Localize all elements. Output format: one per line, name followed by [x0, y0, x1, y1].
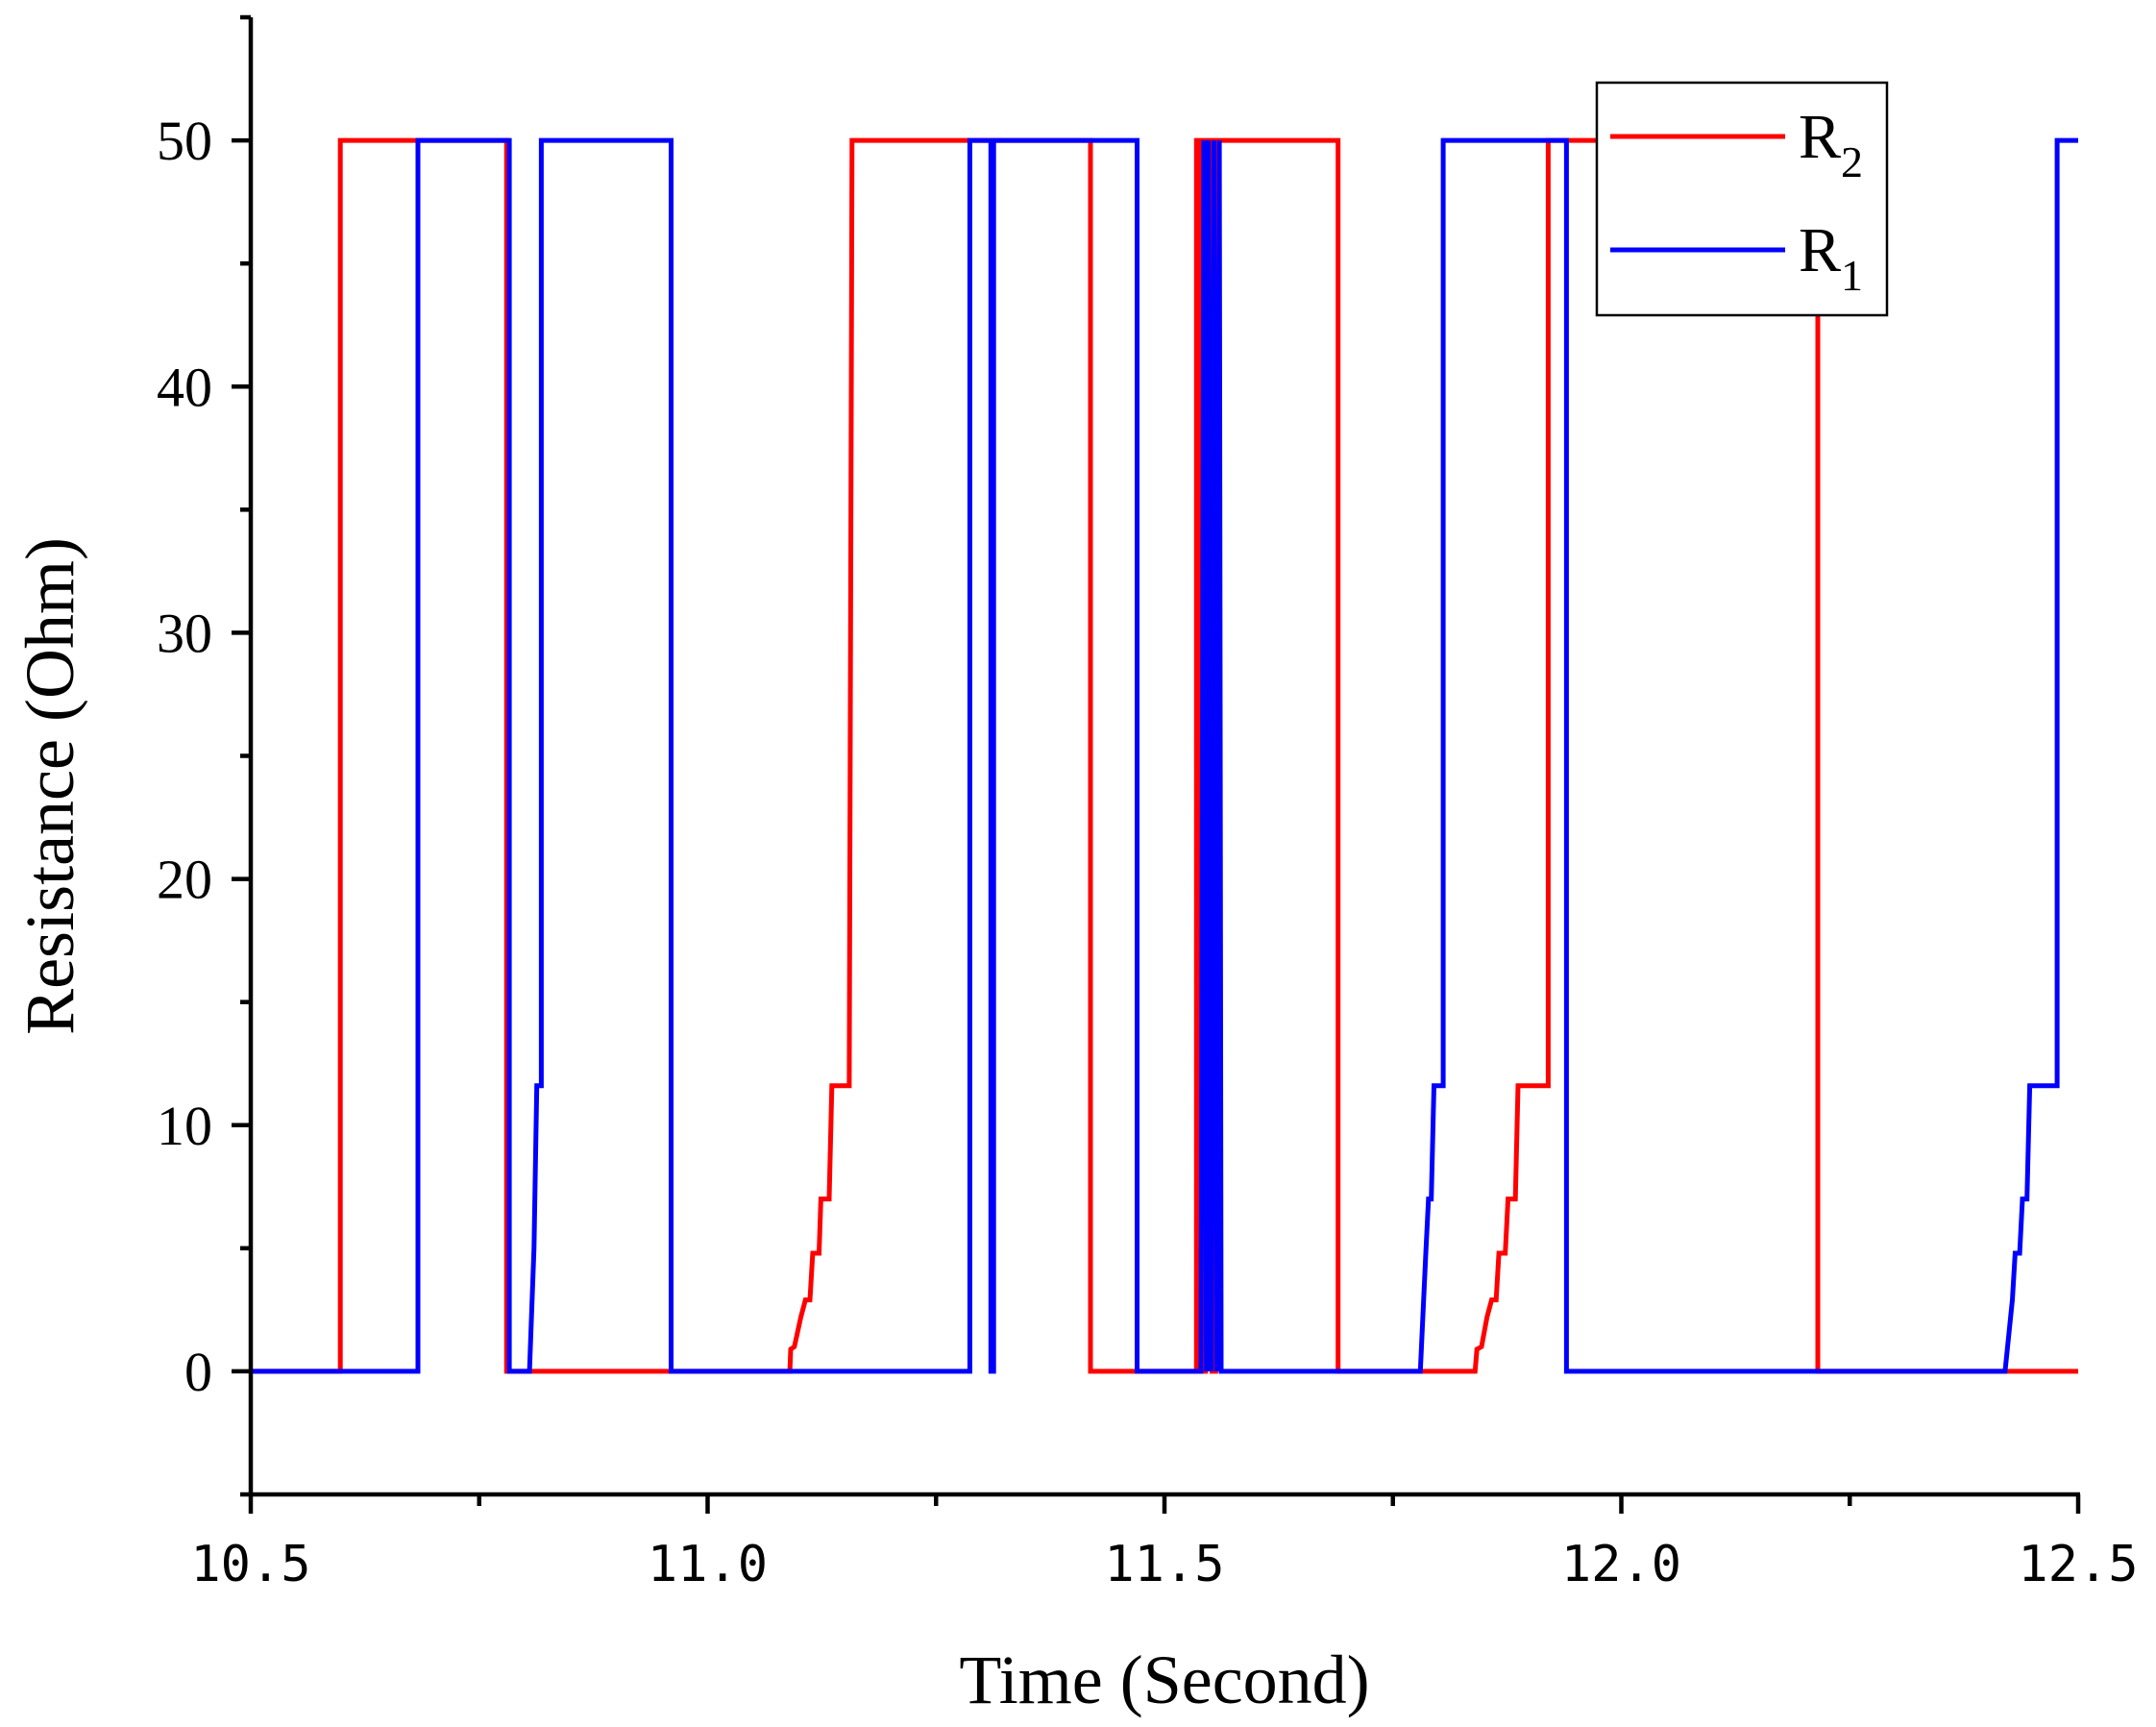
x-tick-label: 11.5	[1104, 1536, 1224, 1593]
ticks-group: 0 10 20 30 40 50 10.5 11.0 11.5 12.0 12.5	[157, 14, 2139, 1593]
y-tick-label: 20	[157, 849, 212, 911]
y-tick-label: 10	[157, 1095, 212, 1157]
legend-entry-r2: R2	[1610, 102, 1863, 186]
legend-entry-r1: R1	[1610, 215, 1863, 300]
y-axis-title: Resistance (Ohm)	[12, 537, 88, 1035]
y-tick-label: 0	[184, 1341, 212, 1403]
legend-label: R1	[1799, 215, 1863, 300]
series-line-r1	[251, 137, 2078, 1374]
x-tick-label: 12.0	[1561, 1536, 1681, 1593]
series-group	[251, 137, 2078, 1374]
legend-box	[1595, 81, 1889, 317]
series-line-r2	[251, 137, 2078, 1374]
x-axis-title: Time (Second)	[959, 1641, 1369, 1718]
legend-label: R2	[1799, 102, 1863, 186]
y-tick-label: 40	[157, 356, 212, 418]
y-tick-label: 30	[157, 602, 212, 664]
x-tick-label: 12.5	[2018, 1536, 2138, 1593]
y-tick-label: 50	[157, 110, 212, 172]
x-tick-label: 10.5	[190, 1536, 310, 1593]
x-tick-label: 11.0	[648, 1536, 768, 1593]
